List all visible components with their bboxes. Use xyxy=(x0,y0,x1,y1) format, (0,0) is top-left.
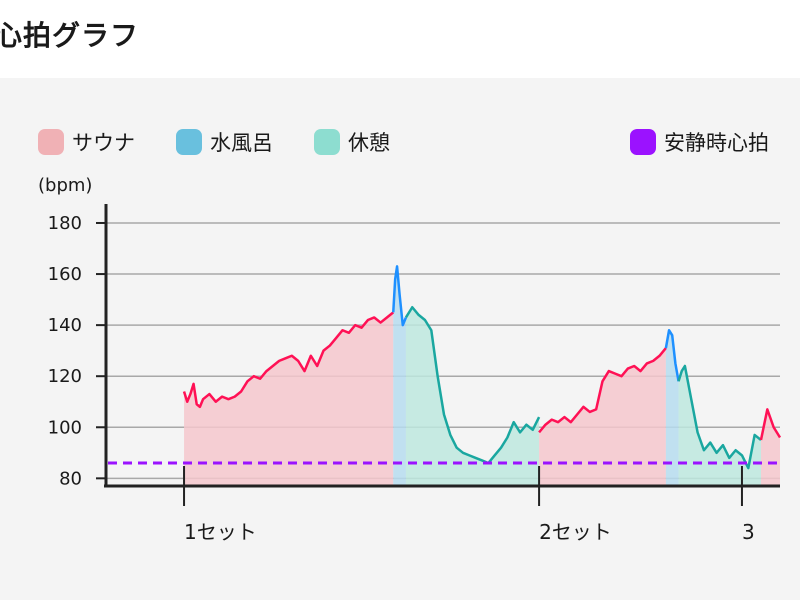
x-tick-label-2: 3 xyxy=(742,520,755,544)
y-tick-label-140: 140 xyxy=(48,315,82,336)
legend-label-rest: 休憩 xyxy=(348,131,390,155)
legend-label-resting-hr: 安静時心拍 xyxy=(664,131,769,155)
y-tick-label-120: 120 xyxy=(48,366,82,387)
series-area-1 xyxy=(393,266,406,486)
series-area-3 xyxy=(539,348,666,486)
series-area-6 xyxy=(760,409,780,486)
legend-label-sauna: サウナ xyxy=(72,131,135,155)
legend-item-cold-bath[interactable]: 水風呂 xyxy=(176,128,273,156)
legend-item-rest[interactable]: 休憩 xyxy=(314,128,390,156)
y-tick-label-180: 180 xyxy=(48,213,82,234)
legend-item-resting-hr[interactable]: 安静時心拍 xyxy=(630,128,769,156)
legend-swatch-sauna xyxy=(38,129,64,155)
series-line-1 xyxy=(392,265,408,327)
legend-swatch-resting-hr xyxy=(630,129,656,155)
series-line-6 xyxy=(759,408,782,441)
series-line-2 xyxy=(404,306,541,465)
page-title: 心拍グラフ xyxy=(0,19,140,52)
y-tick-label-100: 100 xyxy=(48,417,82,438)
y-axis-unit: (bpm) xyxy=(38,175,93,196)
x-tick-label-0: 1セット xyxy=(184,520,257,544)
legend-item-sauna[interactable]: サウナ xyxy=(38,128,135,156)
legend-swatch-cold-bath xyxy=(176,129,202,155)
series-area-2 xyxy=(405,307,540,486)
legend-swatch-rest xyxy=(314,129,340,155)
y-tick-label-160: 160 xyxy=(48,264,82,285)
x-tick-label-1: 2セット xyxy=(539,520,612,544)
legend-label-cold-bath: 水風呂 xyxy=(210,131,273,155)
series-area-5 xyxy=(678,365,761,486)
series-line-4 xyxy=(664,328,680,382)
series-area-0 xyxy=(184,312,394,486)
series-line-3 xyxy=(538,347,667,434)
series-line-0 xyxy=(182,311,395,409)
y-tick-label-80: 80 xyxy=(59,468,82,489)
